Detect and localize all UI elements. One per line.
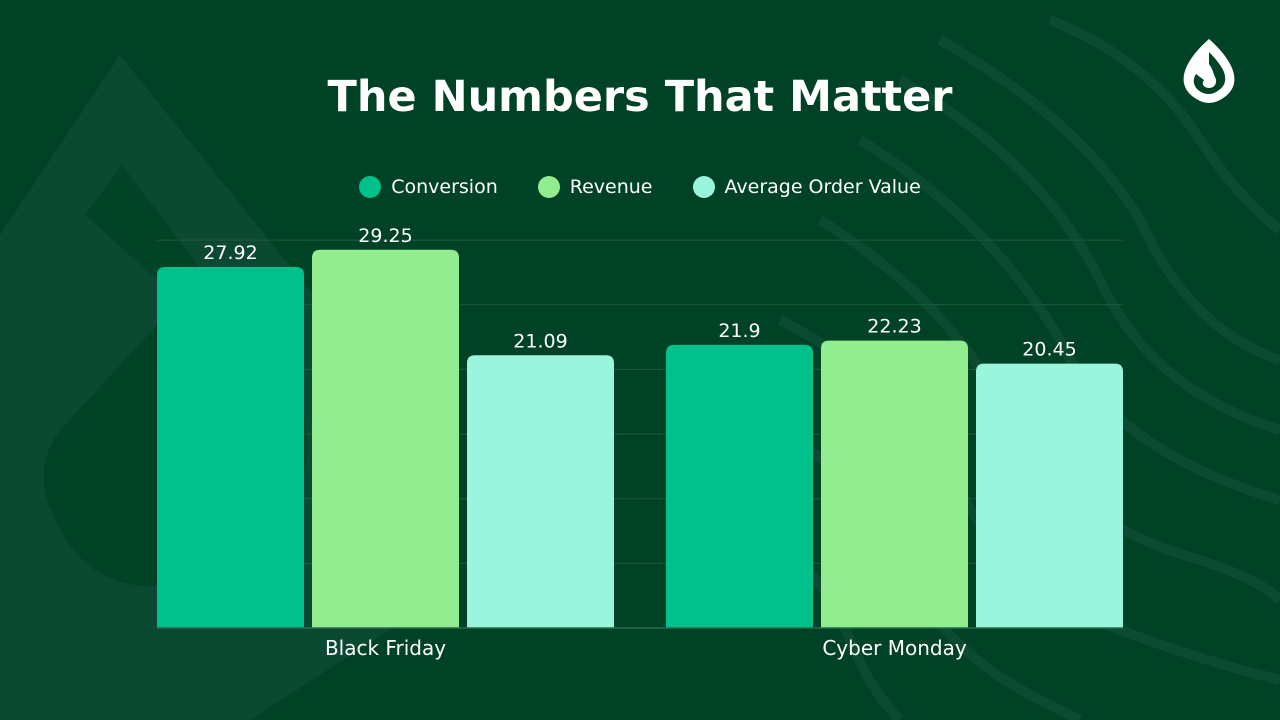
- legend-label: Revenue: [569, 176, 653, 198]
- legend-item-0: Conversion: [359, 176, 498, 198]
- data-label: 20.45: [1022, 339, 1076, 361]
- category-label: Cyber Monday: [822, 636, 967, 660]
- legend-swatch: [537, 176, 560, 198]
- bar-conversion-cyber-monday: [666, 344, 813, 628]
- data-label: 29.25: [358, 225, 412, 247]
- bar-revenue-cyber-monday: [821, 340, 968, 628]
- bar-average-order-value-black-friday: [467, 355, 614, 628]
- legend-swatch: [359, 176, 382, 198]
- data-label: 21.09: [513, 330, 567, 352]
- data-label: 27.92: [203, 242, 257, 264]
- legend-item-1: Revenue: [537, 176, 653, 198]
- droplet-logo-icon: [1183, 39, 1235, 103]
- chart-title: The Numbers That Matter: [327, 72, 953, 122]
- bar-average-order-value-cyber-monday: [976, 363, 1123, 628]
- legend-item-2: Average Order Value: [692, 176, 921, 198]
- bar-conversion-black-friday: [157, 266, 304, 628]
- legend-label: Average Order Value: [724, 176, 921, 198]
- data-label: 22.23: [867, 316, 921, 338]
- bar-revenue-black-friday: [312, 249, 459, 629]
- legend-label: Conversion: [391, 176, 498, 198]
- category-label: Black Friday: [325, 636, 446, 660]
- legend-swatch: [692, 176, 715, 198]
- data-label: 21.9: [718, 320, 760, 342]
- chart-legend: Conversion Revenue Average Order Value: [0, 176, 1280, 198]
